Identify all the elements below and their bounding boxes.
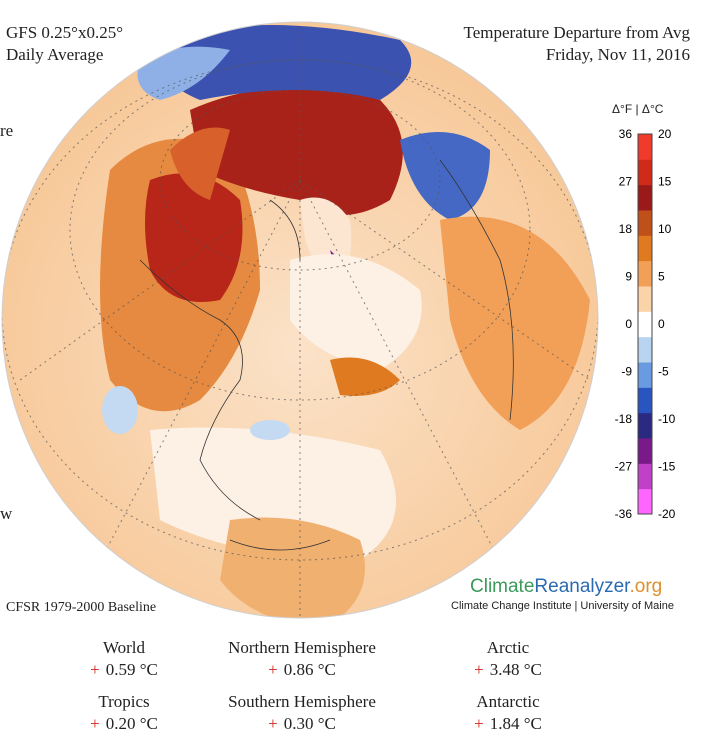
temperature-anomaly-globe xyxy=(1,21,599,619)
colorbar-tick-fahrenheit: 0 xyxy=(625,317,632,331)
stat-region-value: +0.20 °C xyxy=(14,714,234,734)
colorbar-tick-celsius: -20 xyxy=(658,507,676,520)
colorbar-segment xyxy=(638,159,652,186)
arctic-warm-edge xyxy=(170,127,230,200)
colorbar-tick-celsius: 20 xyxy=(658,128,672,141)
colorbar-tick-celsius: 0 xyxy=(658,317,665,331)
cut-off-label-top: re xyxy=(0,121,14,140)
colorbar-segment xyxy=(638,134,652,160)
stat-value-text: 3.48 °C xyxy=(489,660,542,679)
colorbar-tick-fahrenheit: 36 xyxy=(619,128,633,141)
stat-value-text: 0.59 °C xyxy=(105,660,158,679)
stat-sign: + xyxy=(90,660,100,679)
colorbar-segment xyxy=(638,488,652,515)
colorbar-tick-celsius: -10 xyxy=(658,412,676,426)
colorbar-segment xyxy=(638,286,652,312)
colorbar-tick-fahrenheit: -9 xyxy=(621,365,632,379)
siberia-light-cold xyxy=(137,46,230,100)
stat-region-value: +0.59 °C xyxy=(14,660,234,680)
canada-hot-region xyxy=(145,173,243,302)
colorbar-tick-celsius: 5 xyxy=(658,270,665,284)
stat-sign: + xyxy=(268,714,278,733)
colorbar-tick-celsius: 15 xyxy=(658,175,672,189)
stat-value-text: 0.86 °C xyxy=(283,660,336,679)
colorbar-segment xyxy=(638,311,652,338)
north-atlantic-pale xyxy=(290,254,422,370)
brand-climate: Climate xyxy=(470,576,535,597)
europe-cold-region xyxy=(400,132,490,220)
stat-value-text: 0.20 °C xyxy=(105,714,158,733)
colorbar-tick-fahrenheit: 27 xyxy=(619,175,633,189)
colorbar-segment xyxy=(638,412,652,439)
stat-region-value: +0.86 °C xyxy=(192,660,412,680)
us-cool-patch xyxy=(102,386,138,434)
colorbar-border xyxy=(637,133,653,515)
siberia-cold-region xyxy=(158,25,412,100)
brand-logo[interactable]: ClimateReanalyzer.org xyxy=(470,576,662,598)
stat-value-text: 0.30 °C xyxy=(283,714,336,733)
cut-off-label-bottom: w xyxy=(0,504,13,523)
stat-sign: + xyxy=(474,714,484,733)
brand-org: .org xyxy=(629,576,663,597)
stat-region-name: Northern Hemisphere xyxy=(228,638,376,657)
stat-region-name: Tropics xyxy=(98,692,150,711)
brand-reanalyzer: Reanalyzer xyxy=(534,576,630,597)
colorbar-segment xyxy=(638,336,652,363)
colorbar-tick-celsius: -5 xyxy=(658,365,669,379)
atlantic-warm-patch xyxy=(330,357,400,396)
stat-sign: + xyxy=(268,660,278,679)
stat-region-value: +3.48 °C xyxy=(398,660,618,680)
colorbar-tick-celsius: 10 xyxy=(658,222,672,236)
atlantic-cool-patch xyxy=(250,420,290,440)
colorbar-scale: 36 20 27 15 18 10 9 5 0 0 -9 -5 -18 -10 -27 -15 -36 -20 xyxy=(615,128,676,520)
colorbar-legend: Δ°F | Δ°C 36 20 27 15 18 10 9 5 0 0 -9 -5 -18 -10 -27 -… xyxy=(600,100,700,520)
arctic-hot-band xyxy=(190,87,403,215)
colorbar-header: Δ°F | Δ°C xyxy=(612,102,664,116)
colorbar-segment xyxy=(638,184,652,211)
stat-sign: + xyxy=(474,660,484,679)
colorbar-segment xyxy=(638,235,652,262)
colorbar-segment xyxy=(638,362,652,388)
stat-region-value: +1.84 °C xyxy=(398,714,618,734)
stat-region-name: Southern Hemisphere xyxy=(228,692,376,711)
eurasia-warm xyxy=(440,216,590,430)
stat-region-name: World xyxy=(102,638,146,657)
model-label: GFS 0.25°x0.25° xyxy=(6,23,124,42)
map-title: Temperature Departure from Avg xyxy=(463,23,690,42)
colorbar-segment xyxy=(638,463,652,490)
brand-subtitle: Climate Change Institute | University of… xyxy=(451,600,674,612)
colorbar-segment xyxy=(638,210,652,236)
colorbar-tick-fahrenheit: -36 xyxy=(615,507,633,520)
colorbar-tick-celsius: -15 xyxy=(658,460,676,474)
colorbar-segment xyxy=(638,387,652,414)
colorbar-tick-fahrenheit: -27 xyxy=(615,460,633,474)
stat-region-name: Arctic xyxy=(486,638,530,657)
colorbar-tick-fahrenheit: 18 xyxy=(619,222,633,236)
map-date: Friday, Nov 11, 2016 xyxy=(545,45,690,64)
stat-region-value: +0.30 °C xyxy=(192,714,412,734)
tropical-pale xyxy=(150,427,396,560)
averaging-label: Daily Average xyxy=(6,45,104,64)
south-america xyxy=(220,517,365,618)
colorbar-tick-fahrenheit: -18 xyxy=(615,412,633,426)
stat-region-name: Antarctic xyxy=(476,692,540,711)
colorbar-tick-fahrenheit: 9 xyxy=(625,270,632,284)
stat-sign: + xyxy=(90,714,100,733)
baseline-label: CFSR 1979-2000 Baseline xyxy=(6,600,157,615)
colorbar-segment xyxy=(638,438,652,464)
colorbar-segment xyxy=(638,260,652,287)
stat-value-text: 1.84 °C xyxy=(489,714,542,733)
